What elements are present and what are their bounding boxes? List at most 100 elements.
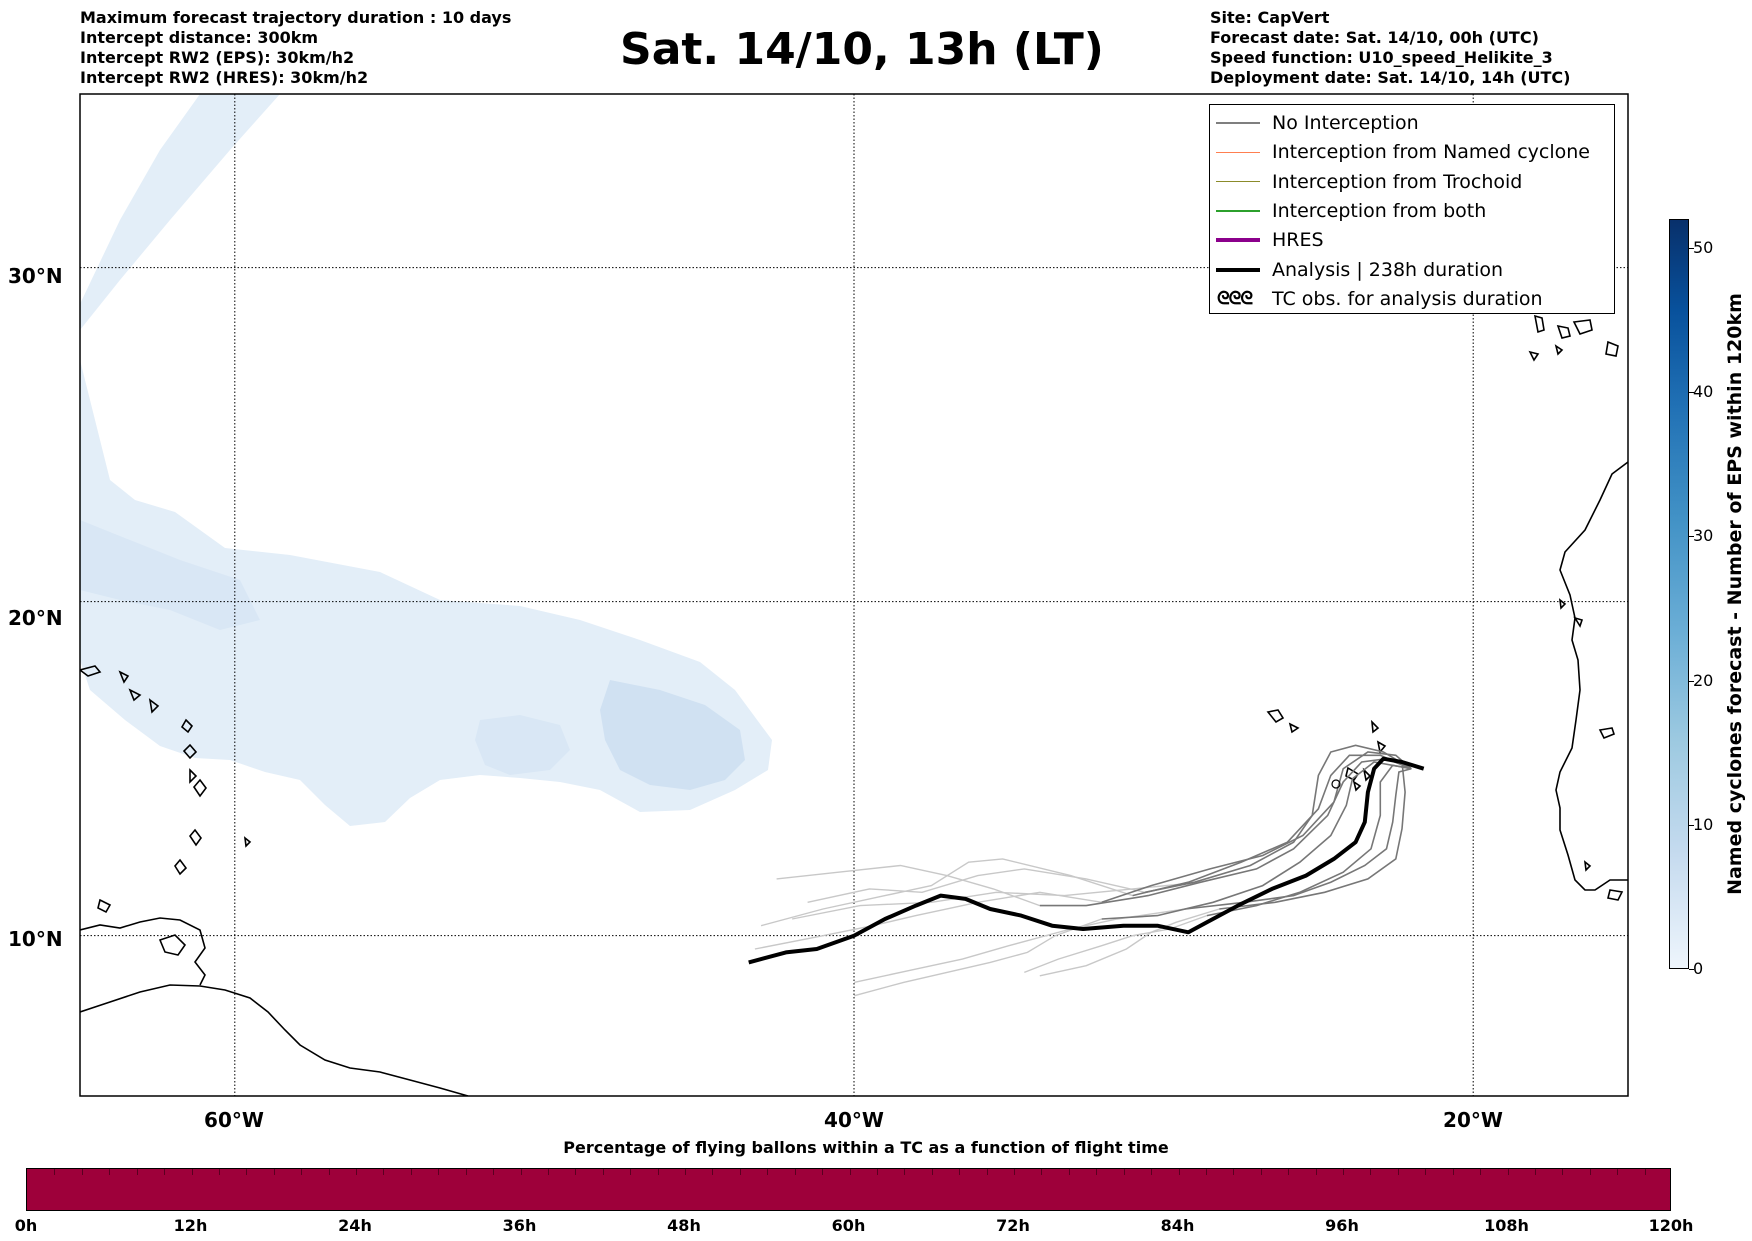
cyclone-core-center bbox=[475, 715, 570, 775]
timebar-division bbox=[493, 1169, 495, 1175]
eps-trajectory bbox=[1144, 744, 1412, 894]
timebar-tick-label: 120h bbox=[1648, 1216, 1694, 1235]
colorbar-tick-label: 10 bbox=[1693, 814, 1714, 834]
timebar-tick-label: 72h bbox=[996, 1216, 1030, 1235]
colorbar-tick-label: 30 bbox=[1693, 526, 1714, 546]
timebar-division bbox=[1233, 1169, 1235, 1175]
timebar-division bbox=[1589, 1169, 1591, 1175]
legend-label: HRES bbox=[1272, 229, 1324, 252]
timebar-division bbox=[383, 1169, 385, 1175]
legend-item: Interception from both bbox=[1210, 197, 1614, 226]
timebar-division bbox=[356, 1169, 357, 1175]
timebar-division bbox=[1343, 1169, 1344, 1175]
virgin-islands bbox=[80, 665, 160, 714]
timebar-division bbox=[685, 1169, 686, 1175]
legend-item: HRES bbox=[1210, 226, 1614, 255]
legend-label: No Interception bbox=[1272, 112, 1419, 134]
timebar-tick-label: 36h bbox=[502, 1216, 537, 1235]
africa-west-coast bbox=[1555, 461, 1628, 891]
legend-label: Interception from both bbox=[1272, 199, 1487, 222]
legend-item: Analysis | 238h duration bbox=[1210, 256, 1614, 285]
legend-label: Analysis | 238h duration bbox=[1272, 258, 1504, 281]
eps-trajectory bbox=[1039, 757, 1412, 907]
eps-far-trajectories bbox=[754, 858, 1220, 997]
lon-tick-40w: 40°W bbox=[824, 1108, 884, 1132]
legend-swatch bbox=[1216, 267, 1260, 272]
timebar-division bbox=[1562, 1169, 1564, 1175]
timebar-division bbox=[1397, 1169, 1399, 1175]
eps-trajectory bbox=[1219, 760, 1412, 910]
timebar-division bbox=[1096, 1169, 1098, 1175]
colorbar-tickmark bbox=[1689, 247, 1694, 249]
timebar-tick-label: 12h bbox=[173, 1216, 208, 1235]
eps-trajectory-far bbox=[760, 858, 1133, 927]
antilles-islands bbox=[174, 718, 207, 876]
param-line: Intercept RW2 (HRES): 30km/h2 bbox=[80, 68, 369, 87]
eps-trajectory-far bbox=[853, 918, 1102, 997]
timebar-division bbox=[1452, 1169, 1454, 1175]
timebar-division bbox=[1178, 1169, 1180, 1175]
timebar-division bbox=[1123, 1169, 1125, 1175]
colorbar-label: Named cyclones forecast - Number of EPS … bbox=[1724, 293, 1746, 895]
forecast-parameters: Maximum forecast trajectory duration : 1… bbox=[80, 8, 511, 88]
colorbar-tickmark bbox=[1689, 536, 1694, 538]
timebar-division bbox=[986, 1169, 988, 1175]
timebar-division bbox=[1617, 1169, 1619, 1175]
cyclone-band-north bbox=[80, 94, 280, 330]
legend-item: Interception from Trochoid bbox=[1210, 168, 1614, 197]
timebar-division bbox=[1068, 1169, 1070, 1175]
legend-item: Interception from Named cyclone bbox=[1210, 138, 1614, 167]
site-line: Speed function: U10_speed_Helikite_3 bbox=[1210, 48, 1553, 67]
trinidad-coast bbox=[158, 934, 187, 956]
launch-site-marker bbox=[1331, 779, 1341, 789]
timebar-division bbox=[1151, 1169, 1153, 1175]
lat-tick-20n: 20°N bbox=[8, 606, 63, 630]
page-title: Sat. 14/10, 13h (LT) bbox=[620, 24, 1104, 75]
legend-label: Interception from Trochoid bbox=[1272, 170, 1523, 193]
timebar-division bbox=[1315, 1169, 1317, 1175]
timebar-division bbox=[246, 1169, 248, 1175]
legend-item: ᘓᘓᘓ TC obs. for analysis duration bbox=[1210, 285, 1614, 314]
cyclone-core-west bbox=[80, 520, 260, 630]
flight-time-bar bbox=[26, 1168, 1671, 1211]
cyclone-glyph-icon: ᘓᘓᘓ bbox=[1217, 287, 1253, 309]
timebar-division bbox=[438, 1169, 440, 1175]
eps-trajectory bbox=[1132, 754, 1412, 897]
eps-trajectory bbox=[1206, 764, 1412, 917]
legend-swatch bbox=[1216, 151, 1260, 154]
legend-swatch bbox=[1216, 122, 1260, 124]
cape-verde-islands bbox=[1266, 709, 1387, 792]
timebar-division bbox=[547, 1169, 549, 1175]
timebar-division bbox=[520, 1169, 522, 1175]
colorbar-tickmark bbox=[1689, 680, 1694, 682]
eps-trajectory-far bbox=[754, 891, 1102, 950]
timebar-division bbox=[191, 1169, 193, 1175]
timebar-division bbox=[1425, 1169, 1427, 1175]
timebar-division bbox=[1014, 1169, 1015, 1175]
timebar-division bbox=[876, 1169, 878, 1175]
timebar-division bbox=[81, 1169, 83, 1175]
timebar-division bbox=[136, 1169, 138, 1175]
eps-trajectory bbox=[1101, 761, 1412, 920]
timebar-division bbox=[575, 1169, 577, 1175]
timebar-division bbox=[959, 1169, 961, 1175]
coastlines bbox=[80, 314, 1628, 1096]
canary-islands bbox=[1528, 314, 1619, 362]
timebar-tick-label: 84h bbox=[1160, 1216, 1195, 1235]
timebar-division bbox=[1288, 1169, 1290, 1175]
africa-nearshore-islands bbox=[1558, 598, 1624, 901]
timebar-division bbox=[410, 1169, 412, 1175]
legend-label: TC obs. for analysis duration bbox=[1272, 287, 1543, 310]
timebar-tick-label: 0h bbox=[14, 1216, 38, 1235]
site-line: Deployment date: Sat. 14/10, 14h (UTC) bbox=[1210, 68, 1571, 87]
eps-trajectory-far bbox=[791, 881, 1201, 920]
colorbar-tick-label: 40 bbox=[1693, 382, 1714, 402]
timebar-division bbox=[630, 1169, 632, 1175]
legend-swatch bbox=[1216, 210, 1260, 212]
colorbar-tickmark bbox=[1689, 392, 1694, 394]
map-frame bbox=[79, 93, 1629, 1097]
timebar-division bbox=[1205, 1169, 1207, 1175]
timebar-division bbox=[1260, 1169, 1262, 1175]
site-info: Site: CapVert Forecast date: Sat. 14/10,… bbox=[1210, 8, 1570, 88]
